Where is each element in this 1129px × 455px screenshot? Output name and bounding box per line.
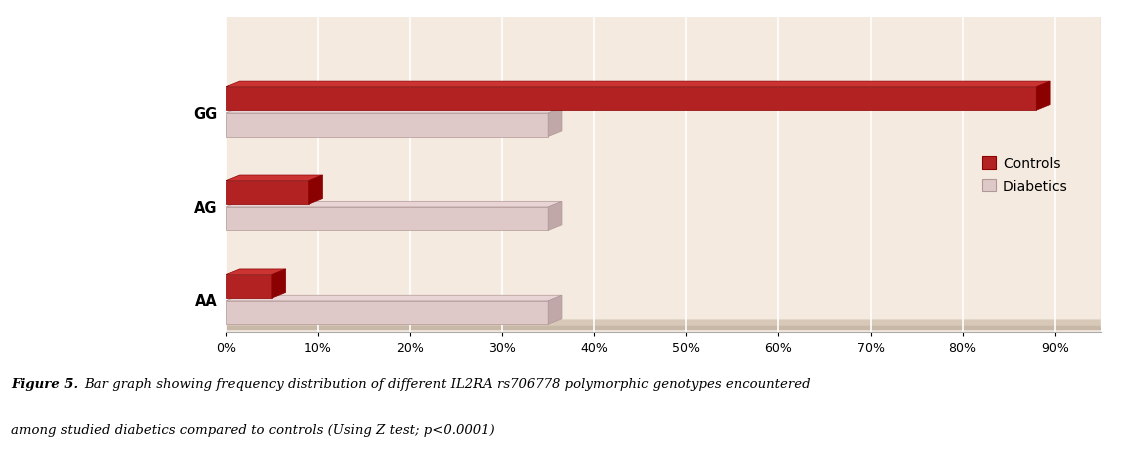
Text: Bar graph showing frequency distribution of different IL2RA rs706778 polymorphic: Bar graph showing frequency distribution… — [85, 378, 812, 391]
Polygon shape — [1101, 13, 1114, 328]
Polygon shape — [226, 176, 323, 181]
Polygon shape — [308, 176, 323, 205]
Legend: Controls, Diabetics: Controls, Diabetics — [982, 157, 1068, 193]
Polygon shape — [549, 108, 562, 137]
Polygon shape — [226, 326, 1101, 329]
FancyBboxPatch shape — [226, 114, 549, 137]
FancyBboxPatch shape — [226, 275, 272, 298]
Polygon shape — [226, 202, 562, 207]
Polygon shape — [272, 269, 286, 298]
Text: Figure 5.: Figure 5. — [11, 378, 78, 391]
FancyBboxPatch shape — [226, 207, 549, 231]
Polygon shape — [226, 82, 1050, 87]
FancyBboxPatch shape — [226, 301, 549, 325]
FancyBboxPatch shape — [226, 181, 308, 205]
Polygon shape — [1036, 82, 1050, 111]
Text: among studied diabetics compared to controls (Using Z test; p<0.0001): among studied diabetics compared to cont… — [11, 423, 495, 436]
Polygon shape — [226, 296, 562, 301]
Polygon shape — [226, 320, 1114, 326]
Polygon shape — [549, 296, 562, 325]
Polygon shape — [226, 269, 286, 275]
FancyBboxPatch shape — [226, 87, 1036, 111]
Polygon shape — [549, 202, 562, 231]
Polygon shape — [226, 108, 562, 114]
